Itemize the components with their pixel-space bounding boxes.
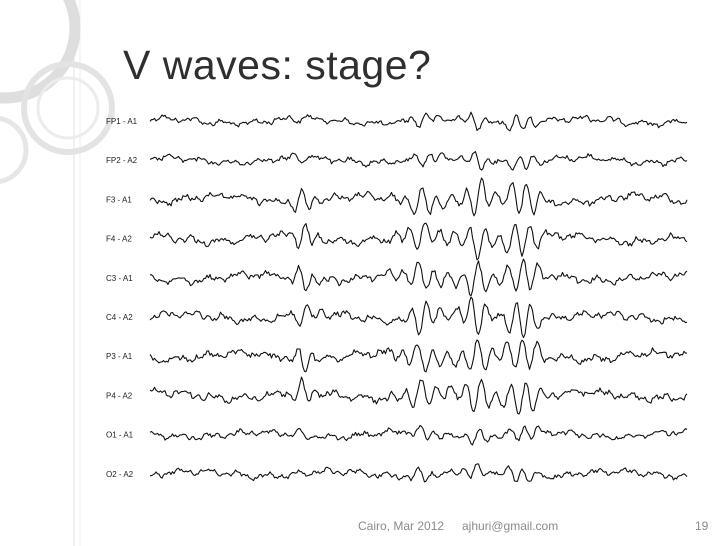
channel-label: FP1 - A1 [106,117,138,126]
channel-label: F3 - A1 [106,195,132,204]
slide-title: V waves: stage? [123,42,432,88]
decorative-ring [36,76,100,140]
eeg-tracing-figure: FP1 - A1 FP2 - A2 F3 - A1 F4 - A2 C3 - A1 C4 … [100,105,700,500]
eeg-trace [149,111,688,132]
channel-label: P3 - A1 [106,352,133,361]
channel-label: F4 - A2 [106,235,132,244]
eeg-trace [149,177,688,217]
eeg-trace [149,463,688,483]
channel-label: O1 - A1 [106,431,134,440]
eeg-trace [149,424,688,446]
slide-number: 19 [695,519,709,533]
eeg-trace [149,222,688,261]
channel-label: C4 - A2 [106,313,133,322]
eeg-trace [149,376,688,415]
footer-date: Cairo, Mar 2012 [358,519,445,533]
decorative-ring [21,61,115,155]
eeg-trace [149,296,688,339]
channel-label: P4 - A2 [106,391,133,400]
decorative-ring [0,116,29,184]
eeg-trace [149,339,688,373]
footer-email: ajhuri@gmail.com [462,519,559,533]
channel-label: O2 - A2 [106,470,134,479]
eeg-trace [150,258,688,297]
decorative-ring [0,0,81,104]
eeg-tracing: FP1 - A1 FP2 - A2 F3 - A1 F4 - A2 C3 - A1 C4 … [106,111,688,483]
channel-label: FP2 - A2 [106,156,138,165]
channel-label: C3 - A1 [106,274,133,283]
eeg-trace [149,151,688,171]
